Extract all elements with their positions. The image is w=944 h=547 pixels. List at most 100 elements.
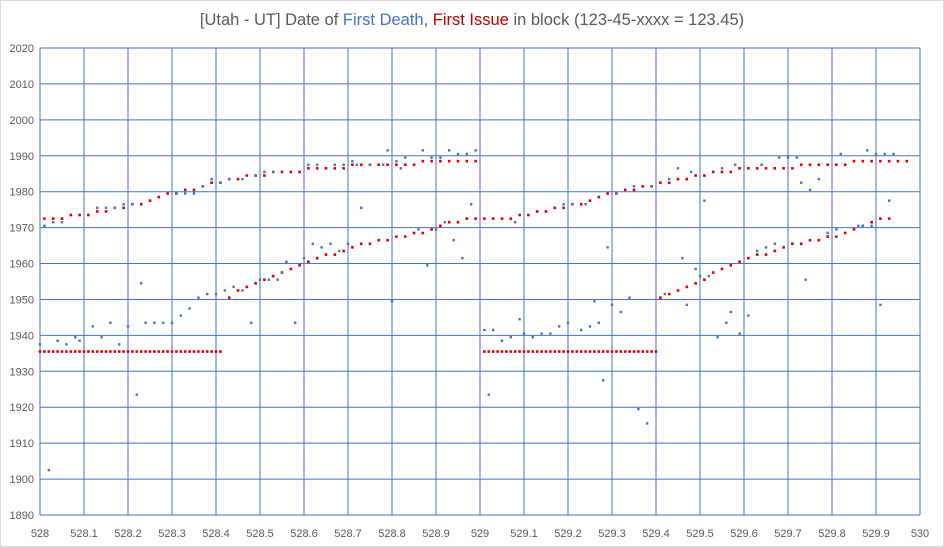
first-issue-point: [729, 170, 733, 174]
first-death-point: [786, 156, 790, 159]
title-separator: ,: [423, 11, 433, 29]
first-issue-point: [95, 350, 99, 353]
first-death-point: [540, 332, 543, 335]
x-tick-label: 529.4: [642, 528, 670, 540]
first-death-point: [558, 325, 561, 328]
first-issue-point: [271, 274, 275, 278]
first-issue-point: [632, 188, 636, 192]
first-issue-point: [474, 217, 477, 220]
first-death-point: [197, 296, 200, 299]
first-issue-point: [188, 350, 191, 353]
first-death-point: [518, 318, 521, 321]
first-death-point: [38, 343, 42, 346]
first-death-point: [228, 177, 231, 181]
y-tick-label: 1890: [10, 510, 34, 522]
first-death-point: [676, 167, 680, 170]
first-issue-point: [439, 159, 442, 163]
first-issue-point: [210, 181, 213, 185]
first-death-point: [571, 203, 574, 206]
first-issue-point: [593, 350, 596, 353]
first-issue-point: [447, 159, 451, 163]
first-issue-point: [65, 350, 68, 353]
first-issue-point: [601, 350, 605, 353]
first-death-point: [628, 296, 631, 299]
first-death-point: [104, 206, 108, 210]
first-death-point: [760, 163, 763, 166]
x-tick-label: 528.4: [202, 528, 230, 540]
first-issue-point: [817, 238, 821, 242]
first-issue-point: [175, 350, 178, 353]
first-issue-point: [808, 238, 812, 242]
first-death-point: [522, 332, 526, 335]
first-issue-point: [619, 350, 623, 353]
first-issue-point: [694, 174, 697, 177]
first-issue-point: [703, 174, 706, 177]
first-issue-point: [562, 206, 565, 210]
first-death-point: [96, 206, 99, 210]
first-death-point: [91, 325, 94, 328]
first-issue-point: [667, 181, 671, 185]
first-issue-point: [632, 350, 636, 353]
first-issue-point: [192, 188, 196, 192]
first-issue-point: [588, 199, 592, 202]
first-death-point: [483, 328, 486, 332]
first-death-point: [456, 152, 460, 156]
x-tick-label: 529.3: [598, 528, 626, 540]
first-issue-point: [157, 195, 161, 199]
first-issue-point: [738, 260, 741, 264]
first-issue-point: [861, 159, 865, 163]
first-issue-point: [764, 253, 768, 256]
first-death-point: [725, 321, 728, 325]
first-issue-point: [562, 350, 565, 353]
first-death-point: [474, 149, 477, 152]
first-issue-point: [483, 350, 486, 353]
first-issue-point: [527, 213, 530, 217]
first-death-point: [874, 152, 878, 156]
first-death-point: [734, 163, 737, 166]
first-issue-point: [87, 213, 90, 217]
first-issue-point: [799, 163, 803, 167]
first-death-point: [241, 289, 244, 292]
first-death-point: [285, 260, 288, 263]
first-death-point: [434, 228, 438, 231]
first-issue-point: [879, 159, 882, 163]
first-issue-point: [654, 350, 658, 353]
first-death-point: [747, 314, 750, 317]
first-issue-point: [38, 350, 42, 353]
first-death-point: [778, 156, 781, 159]
first-issue-point: [685, 177, 689, 181]
first-death-point: [307, 163, 310, 166]
first-death-point: [421, 149, 424, 152]
first-issue-point: [531, 350, 535, 353]
first-issue-point: [122, 206, 125, 210]
first-death-point: [126, 325, 130, 328]
first-issue-point: [179, 350, 183, 353]
first-death-point: [346, 242, 350, 245]
first-issue-point: [117, 350, 121, 353]
first-issue-point: [773, 249, 777, 253]
first-issue-point: [227, 296, 231, 299]
first-death-point: [294, 321, 297, 325]
first-death-point: [632, 185, 636, 188]
first-death-point: [707, 274, 710, 278]
first-death-point: [773, 242, 776, 245]
first-issue-point: [505, 350, 508, 353]
first-issue-point: [412, 163, 416, 167]
first-death-point: [879, 303, 882, 307]
first-death-point: [404, 156, 407, 159]
first-issue-point: [615, 350, 618, 353]
first-death-point: [584, 203, 587, 206]
first-death-point: [764, 246, 768, 249]
first-death-point: [100, 335, 103, 339]
first-issue-point: [342, 249, 345, 253]
first-death-point: [500, 339, 504, 342]
first-death-point: [866, 149, 869, 152]
first-death-point: [219, 181, 222, 184]
first-death-point: [338, 249, 341, 253]
first-issue-point: [606, 350, 609, 353]
first-issue-point: [412, 231, 416, 235]
first-death-point: [320, 246, 323, 249]
first-issue-point: [135, 350, 139, 353]
first-issue-point: [351, 246, 354, 249]
x-tick-label: 528.7: [334, 528, 362, 540]
